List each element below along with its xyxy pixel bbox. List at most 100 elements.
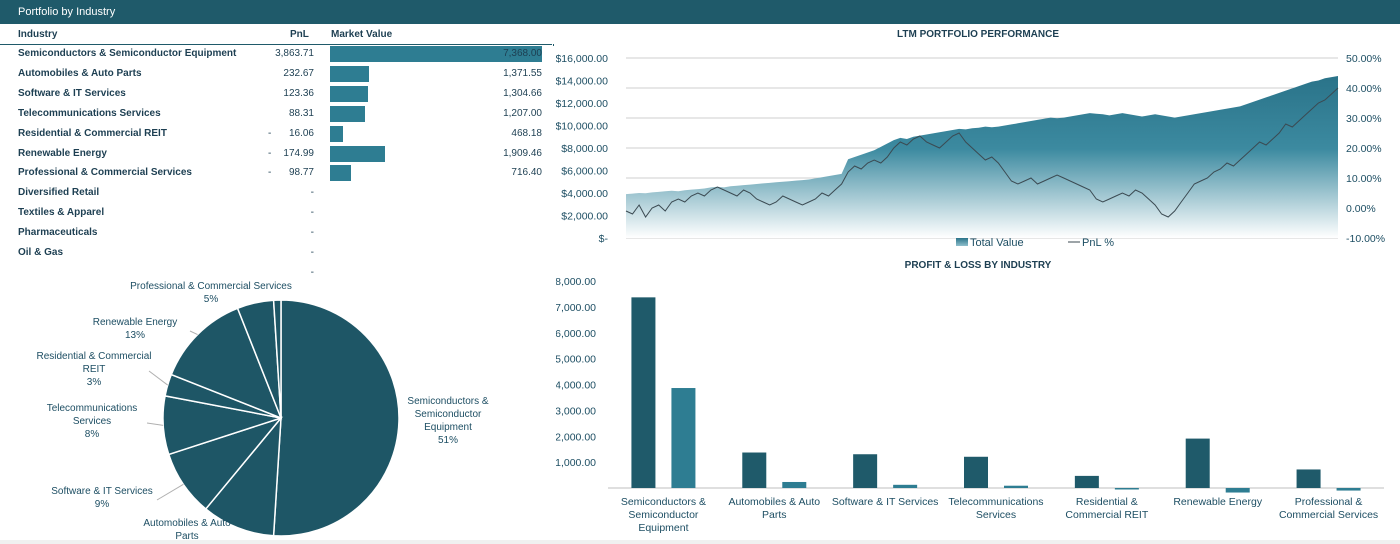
table-row: Professional & Commercial Services - 98.77… (0, 164, 552, 184)
y-tick-left: $8,000.00 (561, 143, 608, 155)
industry-name: Telecommunications Services (18, 107, 161, 119)
category-label: Semiconductors & Semiconductor Equipment (621, 496, 706, 534)
table-header: Industry PnL Market Value (0, 28, 552, 45)
legend-swatch-total (956, 238, 968, 246)
market-value: 1,304.66 (503, 87, 542, 99)
pnl-value: - (310, 227, 314, 239)
pnl-value: - (310, 187, 314, 199)
y-tick-left: $- (599, 233, 609, 245)
y-tick-right: 50.00% (1346, 53, 1382, 65)
market-value-bar (742, 452, 767, 488)
pie-slice (272, 299, 400, 537)
pnl-bar-chart: 8,000.00 7,000.00 6,000.00 5,000.00 4,000.00… (556, 276, 1384, 534)
y-tick: 3,000.00 (556, 405, 596, 417)
col-pnl: PnL (290, 29, 309, 40)
divider (553, 44, 554, 46)
pie-label: Automobiles & Auto Parts (143, 518, 231, 540)
pie-slice (170, 307, 283, 420)
market-value-bar (330, 145, 385, 162)
table-row: Automobiles & Auto Parts 232.67 1,371.55 (0, 65, 552, 85)
category-label: Professional & Commercial Services (1279, 496, 1378, 521)
category-label: Software & IT Services (832, 496, 939, 508)
bottom-strip (0, 540, 1400, 544)
market-value-bar (631, 297, 656, 488)
pnl-bar (1225, 488, 1250, 493)
perf-chart-title: LTM PORTFOLIO PERFORMANCE (896, 29, 1060, 40)
industry-name: Automobiles & Auto Parts (18, 67, 142, 79)
y-tick-left: $16,000.00 (556, 53, 608, 65)
y-tick-right: -10.00% (1346, 233, 1385, 245)
market-value: 7,368.00 (503, 48, 542, 59)
pie-chart: Semiconductors & Semiconductor Equipment 51… (36, 281, 488, 540)
industry-name: Professional & Commercial Services (18, 167, 192, 179)
market-value-bar (330, 65, 370, 82)
category-label: Automobiles & Auto Parts (728, 496, 820, 521)
pnl-line (625, 87, 1339, 218)
y-tick: 5,000.00 (556, 354, 596, 366)
leader-line (156, 483, 184, 501)
y-tick: 1,000.00 (556, 457, 596, 469)
performance-chart: $16,000.00 $14,000.00 $12,000.00 $10,000.00… (556, 53, 1385, 249)
market-value-bar (1074, 475, 1099, 488)
y-tick: 8,000.00 (556, 276, 596, 288)
pnl-value: - (310, 266, 314, 278)
market-value: 1,371.55 (503, 67, 542, 79)
pie-label: Renewable Energy 13% (93, 317, 178, 341)
col-market-value: Market Value (331, 29, 393, 40)
y-tick-right: 40.00% (1346, 83, 1382, 95)
table-row: Residential & Commercial REIT - 16.06 468.1… (0, 125, 552, 145)
market-value-bar (330, 46, 542, 62)
market-value: 468.18 (511, 127, 542, 139)
y-tick-left: $2,000.00 (561, 211, 608, 223)
pnl-value: 98.77 (288, 167, 314, 179)
pnl-value: - (310, 247, 314, 258)
market-value-bar (330, 165, 351, 182)
table-row: Semiconductors & Semiconductor Equipment… (0, 45, 552, 65)
market-value: 1,207.00 (503, 107, 542, 119)
y-tick-left: $14,000.00 (556, 76, 608, 88)
y-tick: 2,000.00 (556, 431, 596, 443)
y-tick: 7,000.00 (556, 302, 596, 314)
table-row: Telecommunications Services 88.31 1,207.00 (0, 105, 552, 125)
y-tick: 6,000.00 (556, 328, 596, 340)
negative-sign: - (268, 167, 272, 179)
pie-label: Semiconductors & Semiconductor Equipment 51… (407, 396, 488, 446)
pie-slice (272, 299, 282, 419)
y-tick-left: $6,000.00 (561, 166, 608, 178)
page-title: Portfolio by Industry (0, 0, 1400, 24)
market-value: 716.40 (511, 167, 542, 179)
pnl-value: 3,863.71 (275, 48, 314, 59)
pnl-value: 174.99 (283, 147, 314, 159)
category-label: Telecommunications Services (948, 496, 1043, 521)
y-tick-right: 20.00% (1346, 143, 1382, 155)
pnl-value: 16.06 (288, 127, 314, 139)
industry-name: Renewable Energy (18, 147, 107, 159)
market-value-bar (964, 456, 988, 488)
market-value-bar (1296, 469, 1321, 488)
industry-name: Semiconductors & Semiconductor Equipment (18, 48, 237, 59)
category-label: Residential & Commercial REIT (1065, 496, 1148, 521)
leader-line (189, 330, 198, 336)
legend-label-pnl: PnL % (1082, 237, 1114, 249)
y-tick-right: 30.00% (1346, 113, 1382, 125)
y-tick-left: $12,000.00 (556, 98, 608, 110)
industry-name: Diversified Retail (18, 187, 100, 199)
market-value-bar (330, 105, 365, 122)
negative-sign: - (268, 147, 272, 159)
leader-line (148, 370, 168, 386)
industry-name: Software & IT Services (18, 87, 126, 99)
pnl-bar (671, 388, 696, 488)
pnl-value: 88.31 (288, 107, 314, 119)
legend-label-total: Total Value (970, 237, 1024, 249)
pnl-bar (893, 484, 918, 488)
market-value-bar (1185, 438, 1210, 488)
pie-label: Professional & Commercial Services 5% (130, 281, 292, 305)
table-row: Diversified Retail - (0, 184, 552, 204)
industry-name: Textiles & Apparel (18, 207, 105, 219)
industry-name: Residential & Commercial REIT (18, 127, 167, 139)
y-tick-right: 0.00% (1346, 203, 1376, 215)
negative-sign: - (268, 127, 272, 139)
pnl-value: 232.67 (283, 67, 314, 79)
y-tick: 4,000.00 (556, 380, 596, 392)
pnl-chart-title: PROFIT & LOSS BY INDUSTRY (904, 260, 1052, 271)
